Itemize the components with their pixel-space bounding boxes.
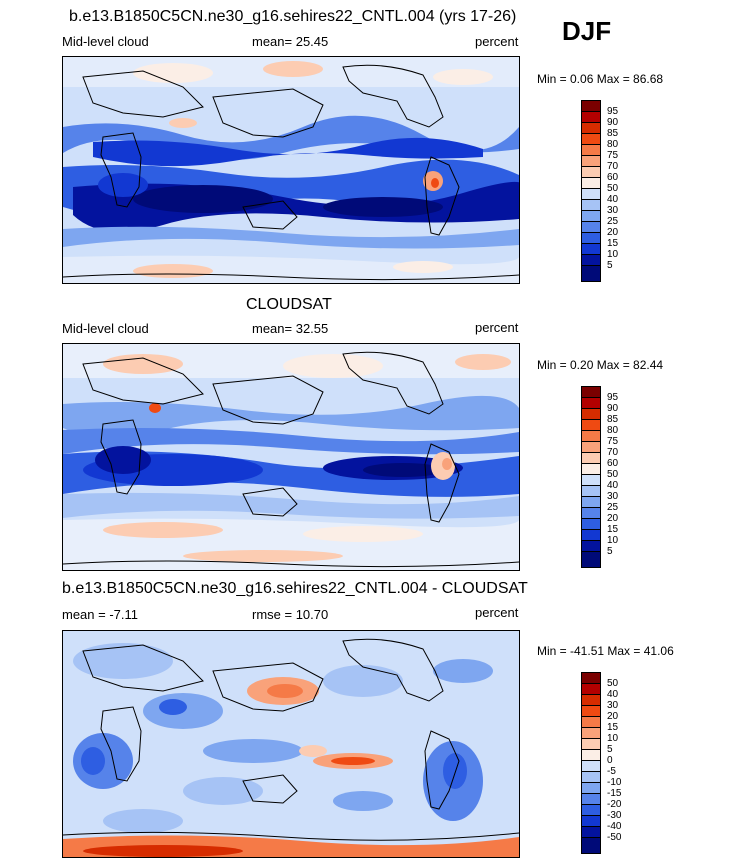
panel-diff-mean-label: mean = -7.11 (62, 607, 139, 622)
colorbar-label: 5 (607, 744, 613, 755)
colorbar-label: 60 (607, 458, 619, 469)
colorbar-label: 40 (607, 480, 619, 491)
colorbar-label: 70 (607, 447, 619, 458)
colorbar-label: 10 (607, 535, 619, 546)
colorbar-label: 15 (607, 722, 619, 733)
colorbar-label: 90 (607, 403, 619, 414)
colorbar-label: -20 (607, 799, 622, 810)
colorbar-label: 60 (607, 172, 619, 183)
colorbar-label: 80 (607, 139, 619, 150)
panel-obs-map (62, 343, 520, 571)
colorbar-label: 40 (607, 689, 619, 700)
colorbar-label: 70 (607, 161, 619, 172)
colorbar-label: 75 (607, 436, 619, 447)
panel-diff-colorbar: 50 40 30 20 15 10 5 0 -5 -10 -15 -20 -30… (581, 672, 621, 854)
colorbar-label: 5 (607, 546, 613, 557)
panel-obs-variable-label: Mid-level cloud (62, 321, 149, 336)
colorbar-label: -5 (607, 766, 616, 777)
panel-diff-title: b.e13.B1850C5CN.ne30_g16.sehires22_CNTL.… (62, 580, 528, 597)
colorbar-label: -50 (607, 832, 622, 843)
colorbar-label: 85 (607, 128, 619, 139)
colorbar-label: 10 (607, 249, 619, 260)
colorbar-swatch (581, 837, 601, 854)
panel-diff-minmax: Min = -41.51 Max = 41.06 (537, 644, 674, 658)
colorbar-label: 20 (607, 227, 619, 238)
panel-model-mean-label: mean= 25.45 (252, 34, 329, 49)
colorbar-label: 95 (607, 106, 619, 117)
colorbar-label: 90 (607, 117, 619, 128)
colorbar-label: 85 (607, 414, 619, 425)
panel-obs-mean-label: mean= 32.55 (252, 321, 329, 336)
colorbar-label: 20 (607, 711, 619, 722)
colorbar-label: 10 (607, 733, 619, 744)
colorbar-label: -40 (607, 821, 622, 832)
colorbar-label: 30 (607, 491, 619, 502)
panel-diff-map (62, 630, 520, 858)
colorbar-label: -30 (607, 810, 622, 821)
colorbar-label: -10 (607, 777, 622, 788)
panel-obs-units-label: percent (475, 320, 519, 335)
colorbar-label: -15 (607, 788, 622, 799)
panel-model-minmax: Min = 0.06 Max = 86.68 (537, 72, 664, 86)
colorbar-label: 75 (607, 150, 619, 161)
colorbar-label: 30 (607, 205, 619, 216)
colorbar-label: 5 (607, 260, 613, 271)
panel-diff-rmse-label: rmse = 10.70 (252, 607, 329, 622)
colorbar-label: 25 (607, 216, 619, 227)
colorbar-label: 15 (607, 238, 619, 249)
colorbar-label: 40 (607, 194, 619, 205)
colorbar-label: 80 (607, 425, 619, 436)
colorbar-label: 50 (607, 678, 619, 689)
panel-obs-minmax: Min = 0.20 Max = 82.44 (537, 358, 664, 372)
colorbar-label: 95 (607, 392, 619, 403)
panel-model-map (62, 56, 520, 284)
colorbar-swatch (581, 265, 601, 282)
panel-model-variable-label: Mid-level cloud (62, 34, 149, 49)
colorbar-label: 30 (607, 700, 619, 711)
colorbar-label: 50 (607, 183, 619, 194)
season-label: DJF (562, 16, 612, 46)
panel-obs-title: CLOUDSAT (246, 296, 332, 313)
colorbar-label: 20 (607, 513, 619, 524)
colorbar-swatch (581, 551, 601, 568)
colorbar-label: 25 (607, 502, 619, 513)
panel-model-colorbar: 95 90 85 80 75 70 60 50 40 30 25 20 15 1… (581, 100, 618, 282)
panel-diff-units-label: percent (475, 605, 519, 620)
colorbar-label: 0 (607, 755, 613, 766)
colorbar-label: 15 (607, 524, 619, 535)
colorbar-label: 50 (607, 469, 619, 480)
panel-obs-colorbar: 95 90 85 80 75 70 60 50 40 30 25 20 15 1… (581, 386, 618, 568)
panel-model-units-label: percent (475, 34, 519, 49)
panel-model-title: b.e13.B1850C5CN.ne30_g16.sehires22_CNTL.… (69, 8, 517, 25)
